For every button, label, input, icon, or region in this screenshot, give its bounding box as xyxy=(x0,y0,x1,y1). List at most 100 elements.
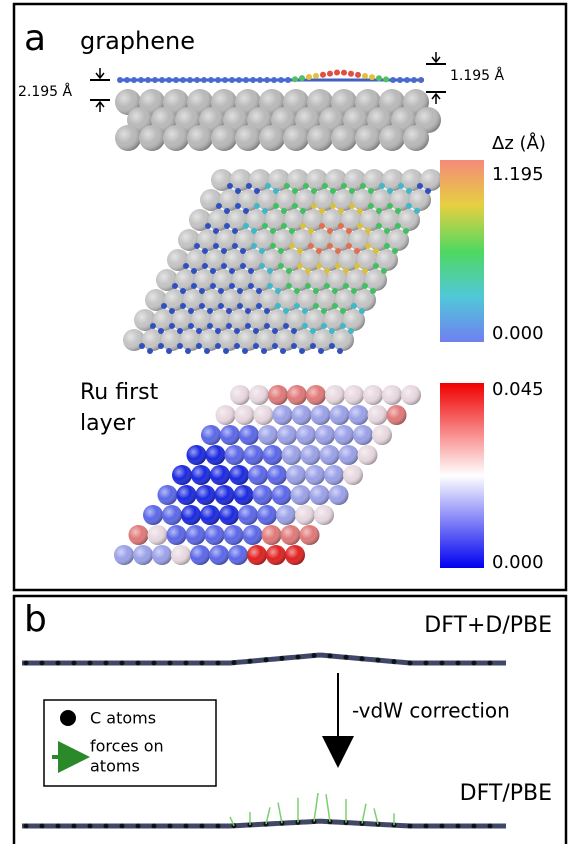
c-atom xyxy=(169,323,175,329)
c-atom xyxy=(320,72,326,78)
colorbar-min: 0.000 xyxy=(492,323,544,344)
c-atom xyxy=(245,308,251,314)
c-atom xyxy=(327,228,333,234)
c-atom xyxy=(311,203,317,209)
c-atom xyxy=(365,243,371,249)
c-atom xyxy=(335,263,341,269)
c-atom xyxy=(88,661,93,666)
c-atom xyxy=(285,77,291,83)
c-atom xyxy=(264,657,269,662)
c-atom xyxy=(373,248,379,254)
atom-shade xyxy=(158,485,178,505)
c-atom xyxy=(316,248,322,254)
c-atom xyxy=(72,824,77,829)
c-atom xyxy=(302,323,308,329)
c-atom xyxy=(205,223,211,229)
c-atom xyxy=(376,75,382,81)
c-atom xyxy=(334,69,340,75)
legend-text: atoms xyxy=(90,757,140,776)
c-atom xyxy=(226,323,232,329)
c-atom xyxy=(384,228,390,234)
c-atom xyxy=(204,348,210,354)
c-atom xyxy=(215,328,221,334)
c-atom xyxy=(187,77,193,83)
panel-label: b xyxy=(24,599,47,640)
c-atom xyxy=(216,661,221,666)
c-atom xyxy=(40,824,45,829)
c-atom xyxy=(272,328,278,334)
c-atom xyxy=(208,77,214,83)
c-atom xyxy=(207,308,213,314)
atom-shade xyxy=(253,485,273,505)
c-atom xyxy=(256,303,262,309)
atom-shade xyxy=(115,125,141,151)
atom-shade xyxy=(209,545,229,565)
c-atom xyxy=(322,183,328,189)
atom-shade xyxy=(247,545,267,565)
atom-shade xyxy=(281,525,301,545)
c-atom xyxy=(414,208,420,214)
c-atom xyxy=(221,263,227,269)
c-atom xyxy=(243,77,249,83)
c-atom xyxy=(224,223,230,229)
c-atom xyxy=(327,243,333,249)
c-atom xyxy=(180,77,186,83)
c-atom xyxy=(278,263,284,269)
atom-shade xyxy=(300,525,320,545)
c-atom xyxy=(196,343,202,349)
atom-shade xyxy=(244,445,264,465)
c-atom xyxy=(351,303,357,309)
c-atom xyxy=(305,283,311,289)
c-atom xyxy=(359,308,365,314)
c-atom xyxy=(303,183,309,189)
atom-shade xyxy=(339,445,359,465)
c-atom xyxy=(246,183,252,189)
c-atom xyxy=(256,288,262,294)
atom-shade xyxy=(257,505,277,525)
atom-shade xyxy=(349,405,369,425)
c-atom xyxy=(281,208,287,214)
c-atom xyxy=(328,653,333,658)
atom-shade xyxy=(358,445,378,465)
c-atom xyxy=(392,248,398,254)
atom-shade xyxy=(379,125,405,151)
c-atom xyxy=(297,248,303,254)
atom-shade xyxy=(310,485,330,505)
c-atom xyxy=(310,343,316,349)
c-atom xyxy=(379,183,385,189)
c-atom xyxy=(199,303,205,309)
c-atom xyxy=(406,188,412,194)
c-atom xyxy=(223,348,229,354)
c-atom xyxy=(216,824,221,829)
atom-shade xyxy=(216,405,236,425)
atom-shade xyxy=(287,385,307,405)
c-atom xyxy=(147,348,153,354)
c-atom xyxy=(234,328,240,334)
c-atom xyxy=(321,323,327,329)
c-atom xyxy=(272,343,278,349)
c-atom xyxy=(270,243,276,249)
atom-shade xyxy=(320,445,340,465)
atom-shade xyxy=(254,405,274,425)
c-atom xyxy=(243,208,249,214)
c-atom xyxy=(355,72,361,78)
c-atom xyxy=(319,208,325,214)
c-atom xyxy=(273,188,279,194)
atom-shade xyxy=(306,385,326,405)
c-atom xyxy=(250,77,256,83)
c-atom xyxy=(201,77,207,83)
atom-shade xyxy=(368,405,388,425)
c-atom xyxy=(278,248,284,254)
atom-shade xyxy=(243,525,263,545)
c-atom xyxy=(335,248,341,254)
c-atom xyxy=(381,268,387,274)
c-atom xyxy=(318,348,324,354)
c-atom xyxy=(229,283,235,289)
c-atom xyxy=(177,343,183,349)
c-atom xyxy=(267,268,273,274)
c-atom xyxy=(406,203,412,209)
c-atom xyxy=(306,74,312,80)
c-atom xyxy=(138,77,144,83)
layer-label: layer xyxy=(80,411,136,436)
atom-shade xyxy=(334,425,354,445)
